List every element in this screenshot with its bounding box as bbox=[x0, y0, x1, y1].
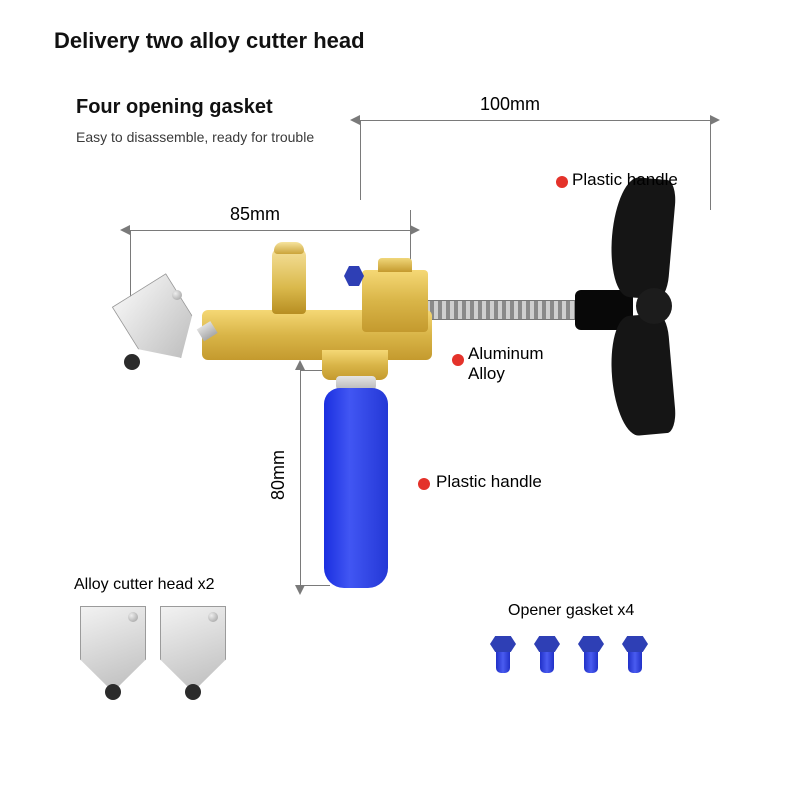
page-title: Delivery two alloy cutter head bbox=[54, 28, 365, 54]
arrow-icon bbox=[120, 225, 130, 235]
dim-tick bbox=[360, 120, 361, 200]
callout-aluminum-alloy: Aluminum Alloy bbox=[468, 344, 578, 384]
gold-clamp-block bbox=[362, 270, 428, 332]
gold-knob-cap bbox=[274, 242, 304, 254]
cutter-screw bbox=[128, 612, 138, 622]
dim-line-100mm bbox=[360, 120, 710, 121]
arrow-icon bbox=[350, 115, 360, 125]
dim-tick bbox=[710, 120, 711, 210]
blue-grip bbox=[324, 388, 388, 588]
arrow-icon bbox=[410, 225, 420, 235]
red-dot-icon bbox=[452, 354, 464, 366]
subtitle: Four opening gasket bbox=[76, 96, 273, 119]
dim-line-80mm bbox=[300, 370, 301, 585]
threaded-rod bbox=[410, 300, 585, 320]
opener-gasket-2 bbox=[534, 636, 560, 673]
gold-clamp-cap bbox=[378, 258, 412, 272]
gaskets-label: Opener gasket x4 bbox=[508, 602, 634, 620]
black-handle-wing-top bbox=[607, 176, 677, 301]
cutter-wheel bbox=[124, 354, 140, 370]
dim-100mm-label: 100mm bbox=[480, 94, 540, 115]
opener-gasket-3 bbox=[578, 636, 604, 673]
arrow-icon bbox=[710, 115, 720, 125]
dim-85mm-label: 85mm bbox=[230, 204, 280, 225]
opener-gasket-4 bbox=[622, 636, 648, 673]
dim-line-85mm bbox=[130, 230, 410, 231]
red-dot-icon bbox=[556, 176, 568, 188]
cutter-screw bbox=[172, 290, 182, 300]
callout-plastic-handle-grip: Plastic handle bbox=[436, 472, 542, 492]
cutter-heads-label: Alloy cutter head x2 bbox=[74, 576, 215, 594]
arrow-icon bbox=[295, 360, 305, 370]
cutter-wheel bbox=[105, 684, 121, 700]
opener-gasket-1 bbox=[490, 636, 516, 673]
blue-nut bbox=[344, 266, 364, 286]
gold-knob bbox=[272, 248, 306, 314]
arrow-icon bbox=[295, 585, 305, 595]
black-handle-wing-bottom bbox=[607, 313, 677, 438]
tagline: Easy to disassemble, ready for trouble bbox=[76, 128, 316, 146]
dim-tick bbox=[300, 585, 330, 586]
callout-plastic-handle-top: Plastic handle bbox=[572, 170, 678, 190]
red-dot-icon bbox=[418, 478, 430, 490]
cutter-wheel bbox=[185, 684, 201, 700]
black-handle-hub bbox=[636, 288, 672, 324]
dim-80mm-label: 80mm bbox=[268, 450, 289, 500]
cutter-screw bbox=[208, 612, 218, 622]
